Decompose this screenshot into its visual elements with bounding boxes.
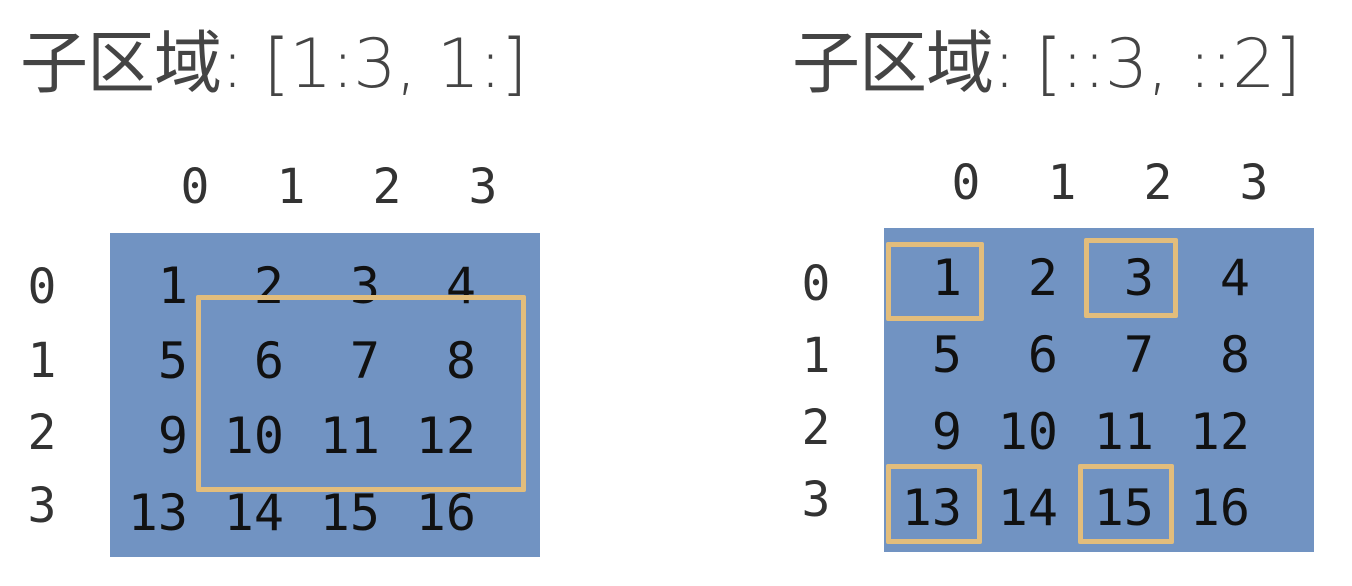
array-cell: 4 bbox=[1174, 240, 1250, 316]
slice-panel-left: 子区域: [1:3, 1:] 0 1 2 3 0 1 2 3 1 2 3 4 5… bbox=[0, 0, 676, 586]
array-cell: 16 bbox=[1174, 470, 1250, 546]
row-header: 1 bbox=[796, 326, 836, 386]
slice-panel-right: 子区域: [::3, ::2] 0 1 2 3 0 1 2 3 1 2 3 4 … bbox=[676, 0, 1352, 586]
row-header: 0 bbox=[22, 257, 62, 317]
selection-highlight-box bbox=[886, 242, 984, 321]
array-cell: 2 bbox=[982, 240, 1058, 316]
col-header: 2 bbox=[1110, 153, 1206, 213]
col-header: 2 bbox=[339, 157, 435, 217]
selection-highlight-box bbox=[1078, 464, 1174, 544]
array-cell: 5 bbox=[886, 317, 962, 393]
array-cell: 9 bbox=[886, 394, 962, 470]
row-header: 1 bbox=[22, 331, 62, 391]
col-header: 3 bbox=[435, 157, 531, 217]
selection-highlight-box bbox=[886, 464, 982, 544]
array-cell: 7 bbox=[1078, 317, 1154, 393]
array-cell: 14 bbox=[982, 470, 1058, 546]
panel-title: 子区域: [1:3, 1:] bbox=[20, 28, 526, 103]
array-cell: 1 bbox=[112, 248, 188, 324]
array-cell: 13 bbox=[112, 475, 188, 551]
array-cell: 9 bbox=[112, 398, 188, 474]
col-header: 0 bbox=[147, 157, 243, 217]
array-cell: 12 bbox=[1174, 394, 1250, 470]
row-header: 3 bbox=[796, 470, 836, 530]
array-cell: 10 bbox=[982, 394, 1058, 470]
array-cell: 6 bbox=[982, 317, 1058, 393]
row-header: 2 bbox=[796, 398, 836, 458]
row-header: 0 bbox=[796, 254, 836, 314]
row-header: 2 bbox=[22, 403, 62, 463]
col-header: 0 bbox=[918, 153, 1014, 213]
col-header: 1 bbox=[243, 157, 339, 217]
array-cell: 8 bbox=[1174, 317, 1250, 393]
col-header: 1 bbox=[1014, 153, 1110, 213]
row-header: 3 bbox=[22, 476, 62, 536]
array-cell: 11 bbox=[1078, 394, 1154, 470]
panel-title: 子区域: [::3, ::2] bbox=[792, 28, 1300, 103]
selection-highlight-box bbox=[196, 295, 526, 492]
selection-highlight-box bbox=[1084, 238, 1178, 318]
col-header: 3 bbox=[1206, 153, 1302, 213]
array-cell: 5 bbox=[112, 323, 188, 399]
